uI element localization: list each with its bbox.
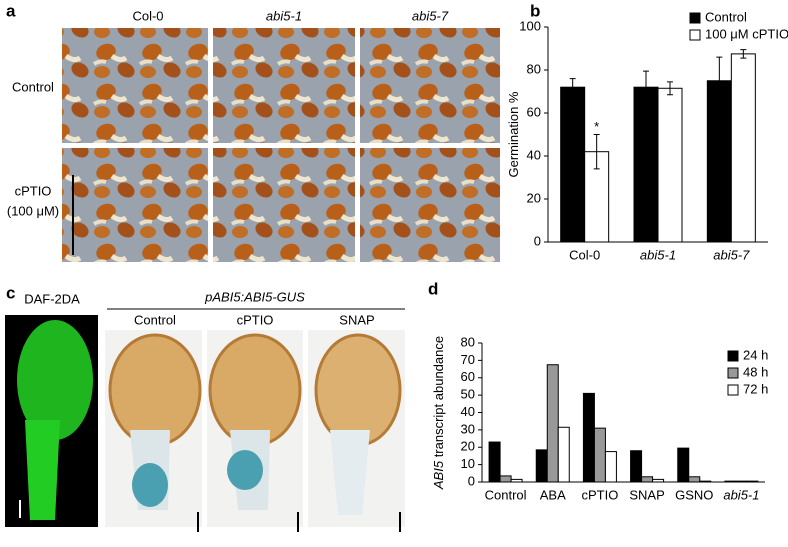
y-tick-label: 60	[461, 369, 475, 384]
photo	[62, 28, 208, 143]
y-tick-label: 20	[461, 439, 475, 454]
y-axis-label: Germination %	[506, 91, 521, 177]
bar	[560, 86, 586, 243]
photo	[213, 148, 355, 262]
y-tick-label: 60	[527, 104, 541, 119]
error-bar	[716, 56, 723, 105]
x-tick-label: cPTIO	[581, 487, 618, 502]
panel-label: b	[530, 1, 540, 20]
y-axis-label-text: transcript abundance	[431, 336, 446, 461]
image-title: DAF-2DA	[24, 291, 80, 306]
y-axis-label-gene: ABI5	[431, 460, 446, 490]
photo	[207, 330, 303, 532]
y-tick-label: 20	[527, 190, 541, 205]
bar	[488, 441, 501, 483]
y-tick-label: 0	[534, 233, 541, 248]
bar	[657, 87, 683, 243]
y-tick-label: 40	[461, 404, 475, 419]
bar	[546, 364, 559, 483]
panel-label: c	[6, 283, 15, 302]
bar	[510, 478, 523, 483]
legend-label: 24 h	[743, 347, 768, 362]
legend-label: 72 h	[743, 381, 768, 396]
bar	[735, 480, 748, 483]
bar	[499, 475, 512, 483]
bar	[724, 480, 737, 483]
panel-a: a Col-0 abi5-1 abi5-7 Control cPTIO (100…	[6, 1, 500, 262]
y-tick-label: 70	[461, 352, 475, 367]
column-label: SNAP	[339, 312, 374, 327]
legend-label: 48 h	[743, 364, 768, 379]
y-axis-label-text: Germination %	[506, 91, 521, 177]
error-bar	[569, 78, 576, 97]
error-bar	[667, 81, 673, 96]
x-tick-label: ABA	[540, 487, 566, 502]
photo	[308, 330, 405, 532]
row-label: (100 μM)	[7, 203, 59, 218]
legend-swatch	[727, 367, 739, 379]
y-tick-label: 0	[468, 473, 475, 488]
panel-c: c DAF-2DA pABI5:ABI5-GUS Control cPTIO S…	[5, 1, 540, 532]
row-label: cPTIO	[15, 183, 52, 198]
x-tick-label: abi5-1	[640, 247, 676, 262]
column-label: abi5-1	[266, 8, 302, 23]
y-tick-label: 30	[461, 421, 475, 436]
construct-label: pABI5:ABI5-GUS	[204, 289, 305, 304]
row-label: Control	[12, 79, 54, 94]
bar	[604, 451, 617, 483]
y-tick-label: 40	[527, 147, 541, 162]
photo	[105, 330, 202, 532]
bar	[730, 53, 756, 243]
bar	[535, 449, 548, 483]
bar	[630, 450, 643, 483]
bar	[699, 480, 712, 483]
bar	[557, 426, 570, 483]
legend-swatch	[689, 29, 701, 41]
column-label: Col-0	[132, 8, 163, 23]
x-tick-label: SNAP	[629, 487, 664, 502]
error-bar	[643, 70, 649, 104]
y-tick-label: 10	[461, 456, 475, 471]
panel-label: a	[6, 1, 16, 20]
bar	[688, 476, 701, 483]
bar	[633, 86, 659, 243]
column-label: cPTIO	[237, 312, 274, 327]
annotation: *	[594, 119, 599, 134]
y-tick-label: 50	[461, 387, 475, 402]
panel-label: d	[428, 279, 438, 298]
error-bar	[740, 49, 747, 59]
x-tick-label: Control	[485, 487, 527, 502]
x-tick-label: abi5-1	[723, 487, 759, 502]
x-tick-label: abi5-7	[713, 247, 750, 262]
legend-swatch	[689, 12, 701, 24]
photo	[213, 28, 355, 143]
bar	[593, 427, 606, 483]
error-bar	[593, 134, 600, 170]
y-tick-label: 80	[461, 334, 475, 349]
y-tick-label: 80	[527, 61, 541, 76]
bar	[652, 478, 665, 483]
bar	[641, 476, 654, 483]
x-tick-label: GSNO	[675, 487, 713, 502]
y-tick-label: 100	[519, 18, 541, 33]
photo	[360, 28, 500, 143]
column-label: Control	[134, 312, 176, 327]
legend-swatch	[727, 350, 739, 362]
column-label: abi5-7	[412, 8, 449, 23]
bar	[677, 447, 690, 483]
bar	[706, 80, 732, 243]
legend-label: 100 μM cPTIO	[705, 26, 788, 41]
y-axis-label: ABI5 transcript abundance	[431, 336, 446, 490]
bar	[582, 392, 595, 483]
photo	[17, 320, 93, 440]
legend-swatch	[727, 384, 739, 396]
photo	[62, 148, 208, 262]
x-tick-label: Col-0	[569, 247, 600, 262]
legend-label: Control	[705, 9, 747, 24]
photo	[25, 420, 60, 520]
bar	[746, 480, 759, 483]
photo	[360, 148, 500, 262]
